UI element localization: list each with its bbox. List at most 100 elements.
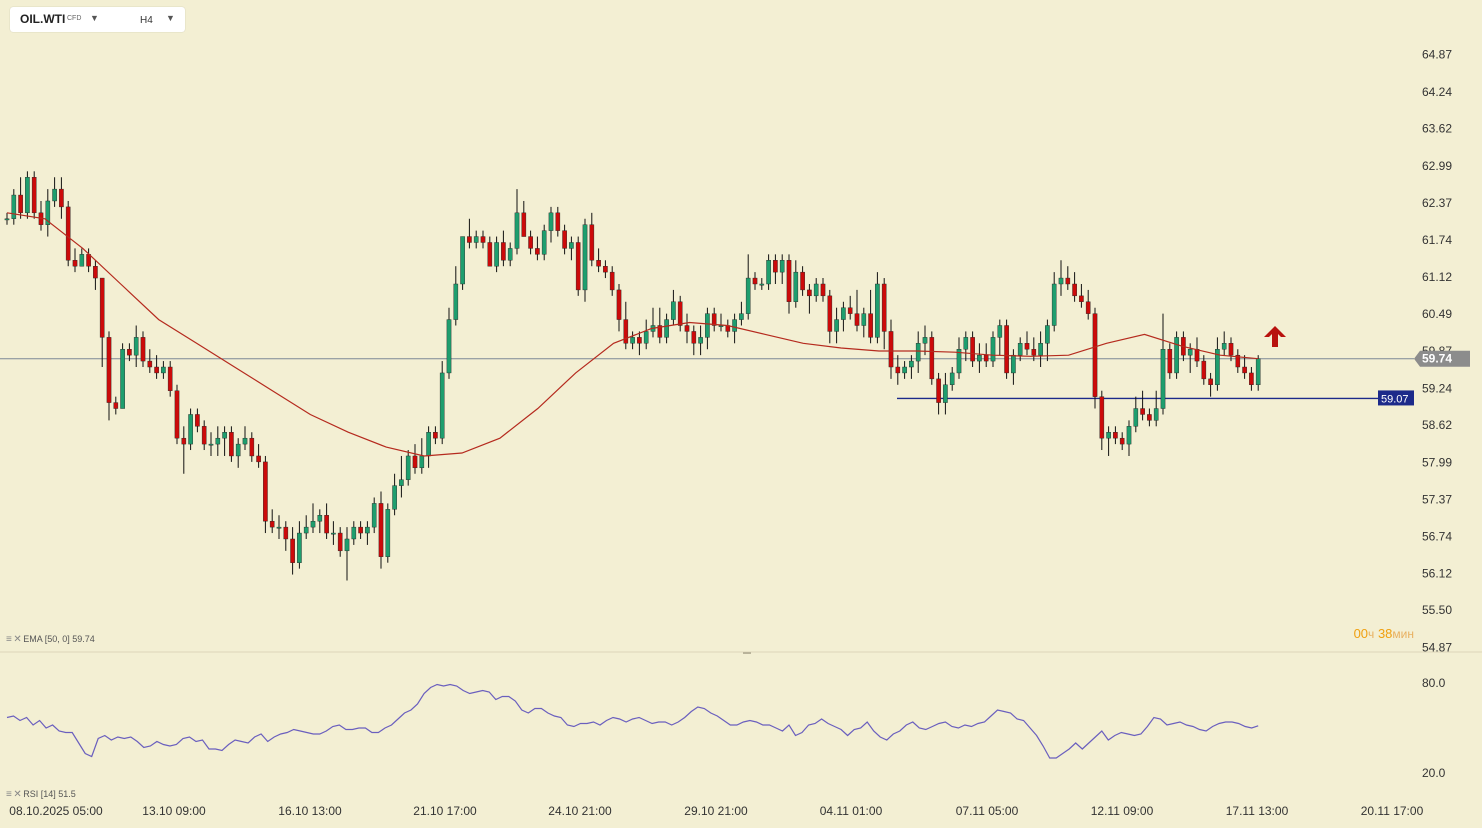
candle <box>943 372 948 415</box>
candle <box>1242 355 1247 379</box>
candle <box>426 426 431 468</box>
candle <box>800 266 805 296</box>
candle-body <box>1119 437 1125 445</box>
candle <box>705 307 710 350</box>
candle <box>93 260 98 290</box>
candle <box>1092 307 1098 409</box>
candle-body <box>813 283 819 297</box>
dropdown-icon[interactable]: ▼ <box>166 13 175 23</box>
candle-body <box>1235 354 1241 368</box>
candle-body <box>779 260 785 273</box>
candle-body <box>820 283 826 297</box>
candle <box>773 254 778 284</box>
candle <box>297 521 302 569</box>
candle-body <box>569 242 574 249</box>
candle-body <box>936 378 941 403</box>
close-icon[interactable]: ✕ <box>13 789 21 800</box>
candle <box>1160 313 1166 415</box>
candle <box>793 260 799 308</box>
candle-timer: 00ч 38мин <box>1354 626 1414 641</box>
candle-body <box>1031 349 1037 356</box>
candle-body <box>317 515 323 522</box>
candle-body <box>1011 354 1016 374</box>
candle-body <box>161 366 166 374</box>
x-tick-label: 07.11 05:00 <box>956 804 1019 818</box>
ema-line <box>6 212 1259 457</box>
candle <box>59 177 64 219</box>
symbol-name[interactable]: OIL.WTI <box>20 12 66 26</box>
candle-body <box>881 283 887 332</box>
candle-body <box>752 277 758 285</box>
candle <box>732 313 737 344</box>
candle <box>392 473 397 516</box>
candle <box>895 355 901 385</box>
candle <box>990 331 996 368</box>
candle-body <box>1072 283 1077 297</box>
candle <box>1215 337 1220 391</box>
candle-body <box>1058 277 1064 285</box>
close-icon[interactable]: ✕ <box>13 634 21 645</box>
candle-body <box>786 260 792 302</box>
candle <box>1140 390 1145 421</box>
candle-body <box>52 188 57 202</box>
candle-body <box>875 283 880 338</box>
candle <box>351 521 357 545</box>
candle <box>902 361 907 379</box>
candle-body <box>1153 408 1159 421</box>
dropdown-icon[interactable]: ▼ <box>90 13 99 23</box>
y-tick-label: 56.12 <box>1422 566 1452 580</box>
candle <box>446 307 452 379</box>
candle-body <box>1215 349 1220 386</box>
candle <box>820 278 826 302</box>
candle-body <box>827 295 833 332</box>
indicator-settings-icon[interactable]: ≡ <box>6 634 12 645</box>
candle <box>813 278 819 302</box>
candle-body <box>705 313 710 338</box>
candle-body <box>133 337 139 356</box>
candle-body <box>1187 349 1193 356</box>
candle <box>242 426 248 451</box>
candle-body <box>181 437 187 445</box>
candle <box>841 301 846 332</box>
candle <box>1024 331 1030 356</box>
candle <box>276 515 282 539</box>
candle-body <box>276 526 282 529</box>
candle-body <box>698 337 703 344</box>
candle <box>684 313 690 344</box>
indicator-settings-icon[interactable]: ≡ <box>6 789 12 800</box>
timeframe-select[interactable]: H4 <box>140 15 153 26</box>
candle <box>310 503 316 534</box>
candle <box>671 289 676 326</box>
timer-minutes-unit: мин <box>1392 627 1414 641</box>
candle-body <box>895 366 901 374</box>
symbol-toolbar[interactable]: OIL.WTI CFD ▼ H4 ▼ <box>10 7 185 32</box>
candle-body <box>480 236 486 243</box>
candle-body <box>1113 432 1118 439</box>
candle <box>766 254 771 290</box>
candle <box>256 444 261 468</box>
candle <box>1065 266 1071 290</box>
candle-body <box>1228 343 1234 356</box>
candle-body <box>303 526 309 534</box>
candle <box>127 343 132 362</box>
candle-body <box>949 372 955 386</box>
candle <box>569 236 574 261</box>
candle <box>365 521 370 545</box>
candle <box>881 278 887 350</box>
candle-body <box>378 503 384 557</box>
candle-body <box>25 177 30 214</box>
current-price-tag <box>1414 350 1470 367</box>
candle <box>290 527 295 575</box>
candle <box>147 349 153 373</box>
candle <box>480 230 486 249</box>
candle <box>963 331 969 362</box>
candle-body <box>1140 408 1145 415</box>
candle-body <box>1249 372 1254 386</box>
x-tick-label: 20.11 17:00 <box>1361 804 1424 818</box>
candle <box>120 343 125 409</box>
candle <box>657 307 663 344</box>
candle-body <box>453 283 459 320</box>
candle <box>201 420 207 451</box>
candle <box>711 307 717 332</box>
